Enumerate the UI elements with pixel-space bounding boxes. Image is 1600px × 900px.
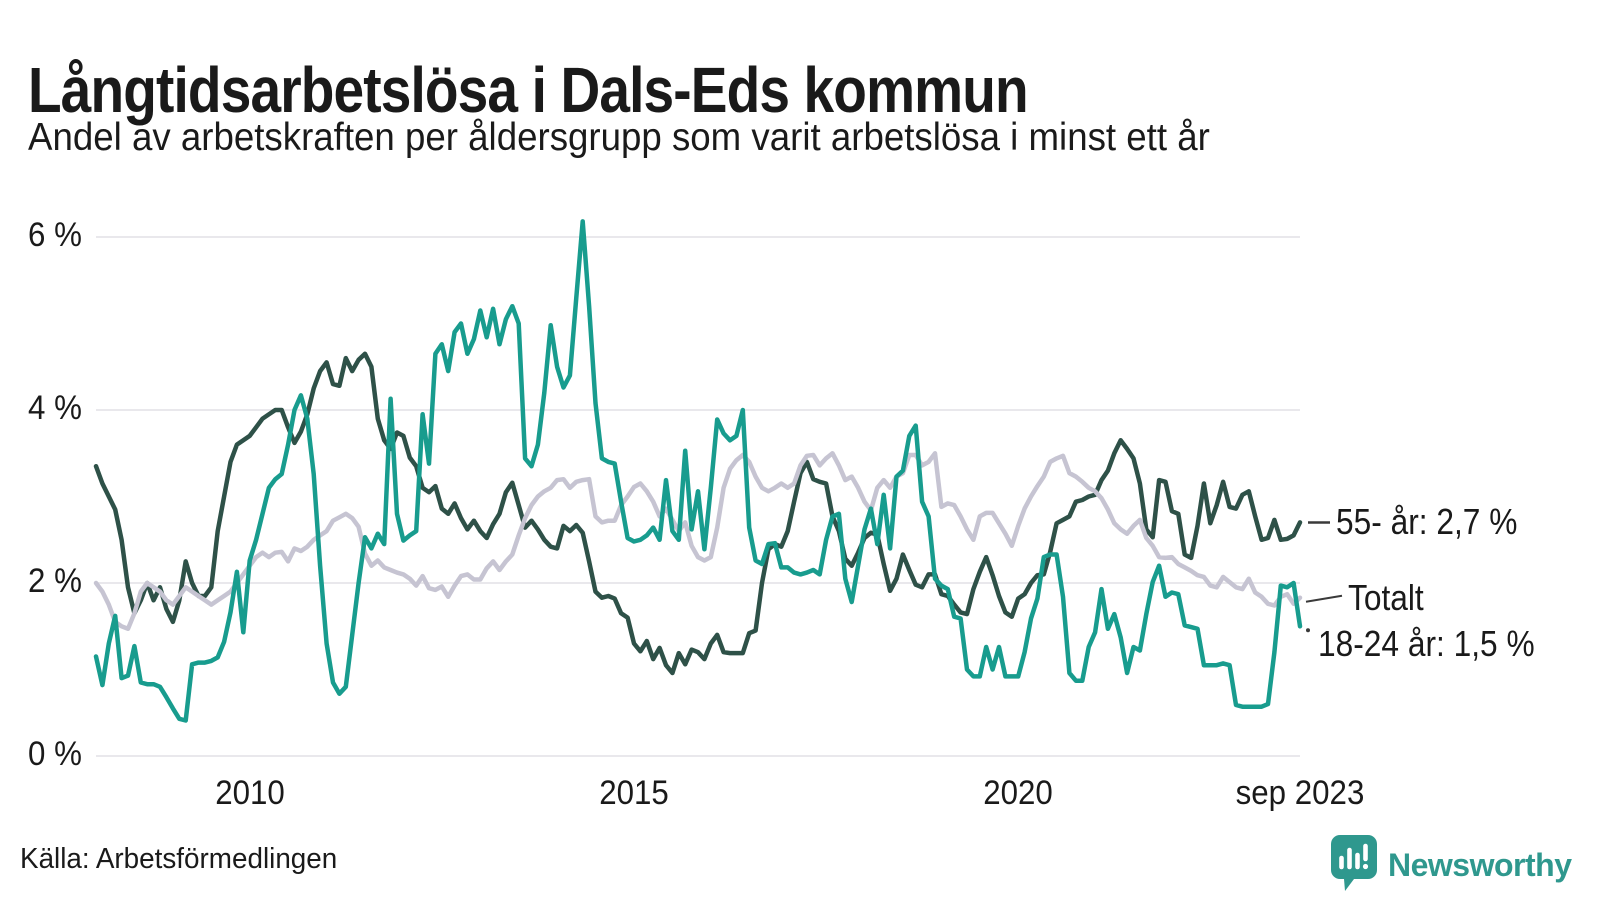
page-title: Långtidsarbetslösa i Dals-Eds kommun (28, 53, 1029, 126)
x-tick-label: 2015 (599, 774, 669, 812)
end-label-18-24 år: 18-24 år: 1,5 % (1318, 622, 1535, 664)
series-line-Totalt (93, 451, 1303, 632)
newsworthy-wordmark: Newsworthy (1388, 847, 1572, 883)
y-tick-label: 0 % (28, 734, 82, 773)
source-note: Källa: Arbetsförmedlingen (20, 843, 338, 875)
x-tick-label: sep 2023 (1235, 774, 1365, 812)
y-tick-label: 2 % (28, 561, 82, 600)
end-label-55- år: 55- år: 2,7 % (1336, 501, 1518, 543)
y-tick-label: 4 % (28, 388, 82, 427)
page-subtitle: Andel av arbetskraften per åldersgrupp s… (28, 116, 1210, 159)
y-tick-label: 6 % (28, 215, 82, 254)
series-line-55- år (93, 351, 1303, 676)
x-tick-label: 2020 (983, 774, 1053, 812)
x-tick-label: 2010 (214, 774, 285, 812)
end-label-Totalt: Totalt (1348, 576, 1424, 618)
label-connector (1305, 594, 1343, 603)
label-connector-dot (1306, 628, 1310, 633)
newsworthy-logo[interactable]: Newsworthy (1330, 834, 1572, 897)
newsworthy-bubble-chart-icon (1330, 834, 1378, 897)
series-line-18-24 år (93, 219, 1303, 723)
